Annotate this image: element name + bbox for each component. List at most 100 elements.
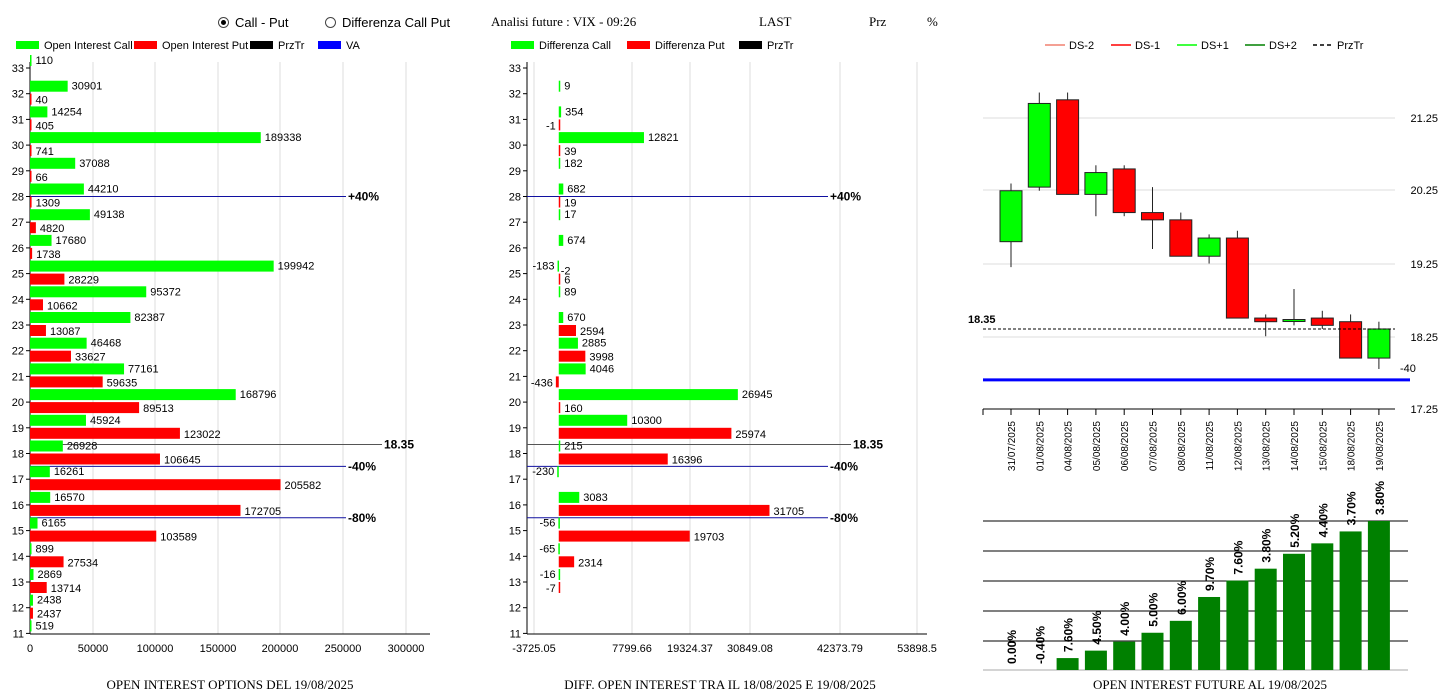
future-oi-bar bbox=[1311, 543, 1334, 670]
x-tick-label: 0 bbox=[27, 643, 33, 655]
bar-label-call: 82387 bbox=[134, 312, 165, 324]
bar-label-put: 106645 bbox=[164, 455, 201, 467]
candle-body bbox=[1112, 168, 1136, 214]
bar-put bbox=[30, 222, 36, 234]
bar-put bbox=[558, 453, 668, 465]
bar-call bbox=[558, 389, 738, 401]
bar-label-put: 6 bbox=[564, 275, 570, 287]
bar-call bbox=[558, 337, 578, 349]
bar-label-call: 110 bbox=[36, 55, 54, 67]
y-tick-label: 23 bbox=[12, 320, 24, 332]
bar-put bbox=[30, 273, 65, 285]
radio-call-put[interactable]: Call - Put bbox=[218, 15, 288, 30]
candle-body bbox=[1084, 172, 1108, 195]
candle-body bbox=[1169, 219, 1193, 257]
y-tick-label: 12 bbox=[12, 603, 24, 615]
candle-body bbox=[1225, 237, 1249, 319]
legend-label: Open Interest Call bbox=[44, 40, 133, 52]
bar-call bbox=[30, 466, 50, 478]
bar-extra-label: -2 bbox=[561, 266, 571, 278]
future-oi-bar bbox=[1339, 531, 1362, 670]
y-tick-label: 15 bbox=[509, 526, 521, 538]
x-tick-label: 200000 bbox=[262, 643, 299, 655]
x-tick-label: 15/08/2025 bbox=[1318, 421, 1329, 471]
candle-body bbox=[1339, 321, 1363, 359]
bar-put bbox=[30, 530, 157, 542]
bar-put bbox=[30, 607, 33, 619]
future-oi-label: 7.60% bbox=[1062, 618, 1076, 652]
bar-label-call: 12821 bbox=[648, 132, 679, 144]
y-tick-label: 20 bbox=[12, 397, 24, 409]
legend-swatch bbox=[318, 41, 341, 49]
reference-label: -80% bbox=[348, 511, 376, 525]
bar-label-put: 2314 bbox=[578, 557, 602, 569]
y-tick-label: 16 bbox=[509, 500, 521, 512]
bar-call bbox=[558, 414, 628, 426]
last-label: LAST bbox=[759, 14, 792, 29]
bar-label-put: 10662 bbox=[47, 300, 78, 312]
bar-label-put: 59635 bbox=[107, 377, 138, 389]
x-tick-label: 13/08/2025 bbox=[1262, 421, 1273, 471]
bar-label-call: 2869 bbox=[37, 569, 61, 581]
bar-label-call: 45924 bbox=[90, 415, 121, 427]
reference-label: +40% bbox=[348, 190, 379, 204]
bar-put bbox=[558, 582, 561, 593]
bar-label-call: 670 bbox=[567, 312, 585, 324]
x-tick-label: 42373.79 bbox=[817, 643, 863, 655]
y-tick-label: 14 bbox=[12, 551, 24, 563]
y-tick-label: 11 bbox=[510, 628, 521, 640]
x-tick-label: 19/08/2025 bbox=[1375, 421, 1386, 471]
radio-diff-call-put[interactable]: Differenza Call Put bbox=[325, 15, 450, 30]
legend-label: Differenza Call bbox=[539, 40, 611, 52]
legend-swatch bbox=[134, 41, 157, 49]
bar-label-call: 2438 bbox=[37, 595, 61, 607]
reference-label: 18.35 bbox=[384, 438, 414, 452]
bar-call bbox=[558, 363, 586, 375]
legend-label: Open Interest Put bbox=[162, 40, 248, 52]
y-tick-label: 18 bbox=[12, 449, 24, 461]
bar-label-put: 4820 bbox=[40, 223, 64, 235]
bar-label-call: 14254 bbox=[51, 106, 82, 118]
future-oi-bar bbox=[1084, 650, 1107, 670]
bar-call bbox=[30, 440, 63, 452]
legend-label: PrzTr bbox=[767, 40, 794, 52]
candle-body bbox=[1282, 319, 1306, 323]
bar-label-call: 215 bbox=[564, 441, 582, 453]
bar-label-call: 44210 bbox=[88, 184, 119, 196]
bar-label-put: 13714 bbox=[51, 583, 82, 595]
bar-put bbox=[30, 247, 33, 259]
bar-label-call: 9 bbox=[564, 81, 570, 93]
bar-call bbox=[30, 106, 48, 118]
bar-put bbox=[558, 273, 561, 285]
bar-label-call: 17 bbox=[564, 209, 576, 221]
future-oi-label: 5.20% bbox=[1288, 513, 1302, 547]
bar-call bbox=[558, 491, 580, 503]
x-tick-label: 150000 bbox=[200, 643, 237, 655]
bar-label-put: 123022 bbox=[184, 429, 221, 441]
bar-label-put: -1 bbox=[546, 120, 556, 132]
bar-label-call: 46468 bbox=[91, 338, 122, 350]
caption-left: OPEN INTEREST OPTIONS DEL 19/08/2025 bbox=[106, 677, 354, 692]
legend-label: DS-1 bbox=[1135, 40, 1160, 52]
y-tick-label: 14 bbox=[509, 551, 521, 563]
bar-call bbox=[30, 157, 76, 169]
candle-body bbox=[1310, 317, 1334, 326]
bar-call bbox=[30, 517, 38, 529]
x-tick-label: 12/08/2025 bbox=[1233, 421, 1244, 471]
future-oi-label: 4.40% bbox=[1316, 503, 1330, 537]
bar-call bbox=[30, 132, 261, 144]
bar-call bbox=[30, 389, 236, 401]
bar-label-call: 95372 bbox=[150, 286, 181, 298]
bar-label-put: 28229 bbox=[68, 275, 99, 287]
bar-label-call: -65 bbox=[539, 543, 555, 555]
future-oi-label: 9.70% bbox=[1203, 557, 1217, 591]
reference-label: 18.35 bbox=[853, 438, 883, 452]
y-tick-label: 19.25 bbox=[1410, 259, 1438, 271]
bar-label-call: 2885 bbox=[582, 338, 606, 350]
y-tick-label: 26 bbox=[12, 243, 24, 255]
bar-call bbox=[30, 209, 90, 221]
legend-label: DS+1 bbox=[1201, 40, 1229, 52]
bar-put bbox=[558, 325, 577, 336]
future-oi-label: 3.80% bbox=[1260, 528, 1274, 562]
bar-call bbox=[558, 517, 560, 529]
